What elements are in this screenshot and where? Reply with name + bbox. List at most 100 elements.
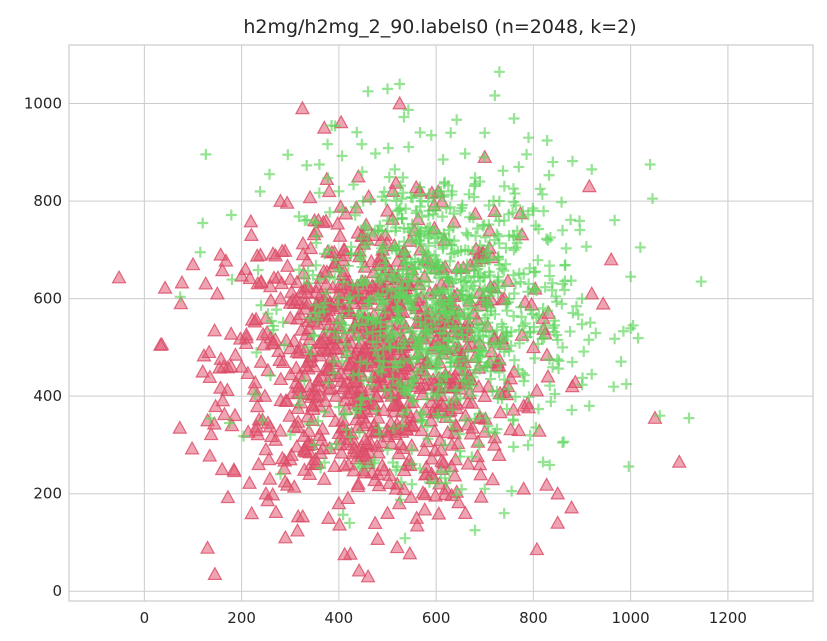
plus-point [454,428,466,440]
plus-point [584,317,596,329]
plus-point [439,322,451,334]
plus-point [434,352,446,364]
triangle-point [244,505,260,520]
plus-point [543,260,555,272]
plus-point [197,217,209,229]
plus-point [590,327,602,339]
plus-point [609,333,621,345]
x-tick-label: 400 [325,609,354,627]
plus-point [347,369,359,381]
triangle-point [440,424,456,439]
plus-point [324,206,336,218]
triangle-point [380,428,396,443]
triangle-point [333,114,349,129]
triangle-point [234,359,250,373]
plus-point [419,318,431,330]
plus-point [398,236,410,248]
triangle-point [315,421,331,435]
plus-point [395,476,407,488]
plus-point [459,368,471,380]
plus-point [266,315,278,327]
plus-point [375,268,387,280]
plus-point [351,126,363,138]
plus-point [480,360,492,372]
plus-point [459,148,471,160]
plus-point [398,111,410,123]
plus-point [374,276,386,288]
triangle-point [550,515,566,529]
triangle-point [258,441,274,456]
plus-point [377,240,389,252]
triangle-point [389,539,405,554]
x-tick-label: 1200 [709,609,747,627]
plus-point [434,268,446,280]
plus-point [497,165,509,177]
triangle-point [308,284,324,299]
triangle-point [330,216,346,230]
plus-point [479,231,491,243]
plus-point [507,414,519,426]
plus-point [321,325,333,337]
plus-point [493,215,505,227]
triangle-point [521,399,537,414]
plus-point [439,439,451,451]
plus-point [254,185,266,197]
plus-point [446,239,458,251]
plus-point [435,466,447,478]
plus-point [328,367,340,379]
plus-point [381,321,393,333]
plus-point [529,283,541,295]
plus-point [378,186,390,198]
plus-point [625,322,637,334]
plus-point [546,284,558,296]
triangle-point [333,445,349,459]
plus-point [576,318,588,330]
chart-title: h2mg/h2mg_2_90.labels0 (n=2048, k=2) [243,16,636,38]
triangle-point [289,274,305,289]
plus-point [551,329,563,341]
plus-point [361,277,373,289]
triangle-point [277,529,293,544]
plus-point [396,212,408,224]
plus-point [415,344,427,356]
plus-point [486,326,498,338]
plus-point [417,245,429,257]
plus-point [412,333,424,345]
plus-point [298,375,310,387]
plus-point [309,307,321,319]
plus-point [522,439,534,451]
plus-point [623,461,635,472]
plus-point [331,332,343,344]
plus-point [451,114,463,126]
triangle-point [207,566,223,580]
triangle-point [273,290,289,305]
plus-point [502,383,514,395]
triangle-point [226,462,242,476]
plus-point [330,317,342,329]
plus-point [430,286,442,298]
plus-point [391,461,403,473]
triangle-point [288,291,304,306]
triangle-point [216,406,232,421]
plus-point [402,381,414,393]
plus-point [513,267,525,279]
plus-point [375,366,387,378]
plus-point [439,472,451,484]
plus-point [541,134,553,146]
plus-point [469,524,481,536]
triangle-point [237,261,254,276]
plus-point [521,331,533,343]
plus-point [439,385,451,397]
plus-point [400,246,412,258]
plus-point [454,445,466,457]
triangle-point [279,195,295,209]
plus-point [365,379,377,391]
plus-point [374,428,386,440]
plus-point [473,351,485,363]
plus-point [380,252,392,264]
triangle-point [321,361,337,376]
plus-point [530,220,542,232]
plus-point [348,179,360,191]
triangle-point [351,562,367,577]
